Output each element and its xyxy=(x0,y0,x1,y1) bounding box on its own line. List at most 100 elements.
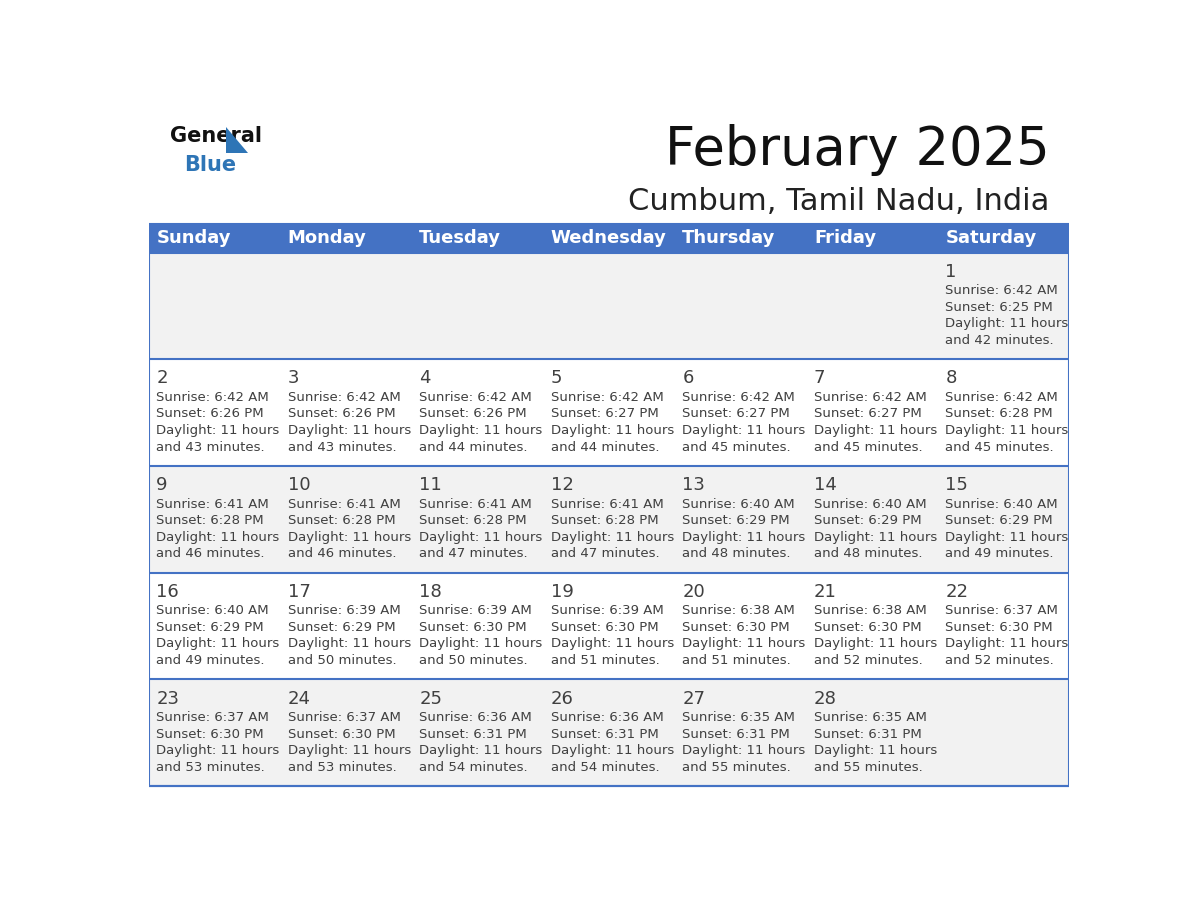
Text: Sunrise: 6:37 AM: Sunrise: 6:37 AM xyxy=(946,604,1059,617)
Text: Sunset: 6:31 PM: Sunset: 6:31 PM xyxy=(419,728,527,741)
Text: Sunrise: 6:37 AM: Sunrise: 6:37 AM xyxy=(287,711,400,724)
Text: Saturday: Saturday xyxy=(946,230,1037,247)
Bar xyxy=(148,224,1069,252)
Text: Sunset: 6:27 PM: Sunset: 6:27 PM xyxy=(682,408,790,420)
Text: Daylight: 11 hours: Daylight: 11 hours xyxy=(551,424,674,437)
Text: and 52 minutes.: and 52 minutes. xyxy=(814,654,923,667)
Text: General: General xyxy=(170,126,263,146)
Text: Sunset: 6:31 PM: Sunset: 6:31 PM xyxy=(551,728,658,741)
Text: Sunrise: 6:42 AM: Sunrise: 6:42 AM xyxy=(287,391,400,404)
Text: and 49 minutes.: and 49 minutes. xyxy=(157,654,265,667)
Text: 20: 20 xyxy=(682,583,706,600)
Text: Blue: Blue xyxy=(184,155,236,174)
Text: and 55 minutes.: and 55 minutes. xyxy=(682,761,791,774)
Text: 22: 22 xyxy=(946,583,968,600)
Text: Sunrise: 6:39 AM: Sunrise: 6:39 AM xyxy=(287,604,400,617)
Text: Sunrise: 6:42 AM: Sunrise: 6:42 AM xyxy=(946,391,1059,404)
Text: Sunset: 6:30 PM: Sunset: 6:30 PM xyxy=(157,728,264,741)
Text: and 46 minutes.: and 46 minutes. xyxy=(157,547,265,560)
Text: and 43 minutes.: and 43 minutes. xyxy=(287,441,397,453)
Text: 11: 11 xyxy=(419,476,442,494)
Text: and 43 minutes.: and 43 minutes. xyxy=(157,441,265,453)
Text: Sunrise: 6:36 AM: Sunrise: 6:36 AM xyxy=(551,711,664,724)
Text: Sunrise: 6:35 AM: Sunrise: 6:35 AM xyxy=(814,711,927,724)
Text: Sunset: 6:31 PM: Sunset: 6:31 PM xyxy=(814,728,922,741)
Text: Sunset: 6:30 PM: Sunset: 6:30 PM xyxy=(551,621,658,634)
Text: 4: 4 xyxy=(419,369,431,387)
Text: Sunday: Sunday xyxy=(157,230,230,247)
Text: Sunset: 6:26 PM: Sunset: 6:26 PM xyxy=(287,408,396,420)
Text: and 45 minutes.: and 45 minutes. xyxy=(814,441,923,453)
Bar xyxy=(148,359,1069,466)
Text: Sunrise: 6:42 AM: Sunrise: 6:42 AM xyxy=(946,285,1059,297)
Text: Sunrise: 6:40 AM: Sunrise: 6:40 AM xyxy=(814,498,927,510)
Text: and 45 minutes.: and 45 minutes. xyxy=(946,441,1054,453)
Bar xyxy=(148,252,1069,359)
Text: Daylight: 11 hours: Daylight: 11 hours xyxy=(419,637,543,651)
Text: 1: 1 xyxy=(946,263,956,281)
Text: 16: 16 xyxy=(157,583,179,600)
Text: Daylight: 11 hours: Daylight: 11 hours xyxy=(157,424,279,437)
Text: Sunset: 6:29 PM: Sunset: 6:29 PM xyxy=(814,514,922,527)
Text: and 46 minutes.: and 46 minutes. xyxy=(287,547,397,560)
Text: 9: 9 xyxy=(157,476,168,494)
Text: Sunrise: 6:39 AM: Sunrise: 6:39 AM xyxy=(419,604,532,617)
Text: 27: 27 xyxy=(682,689,706,708)
Text: 24: 24 xyxy=(287,689,311,708)
Text: and 54 minutes.: and 54 minutes. xyxy=(419,761,527,774)
Text: Wednesday: Wednesday xyxy=(551,230,666,247)
Text: Thursday: Thursday xyxy=(682,230,776,247)
Text: Sunset: 6:26 PM: Sunset: 6:26 PM xyxy=(419,408,527,420)
Text: 5: 5 xyxy=(551,369,562,387)
Text: Sunrise: 6:40 AM: Sunrise: 6:40 AM xyxy=(682,498,795,510)
Text: Sunset: 6:30 PM: Sunset: 6:30 PM xyxy=(814,621,922,634)
Text: Daylight: 11 hours: Daylight: 11 hours xyxy=(157,637,279,651)
Text: Daylight: 11 hours: Daylight: 11 hours xyxy=(946,637,1069,651)
Text: Sunrise: 6:37 AM: Sunrise: 6:37 AM xyxy=(157,711,270,724)
Text: Sunrise: 6:41 AM: Sunrise: 6:41 AM xyxy=(157,498,268,510)
Text: Daylight: 11 hours: Daylight: 11 hours xyxy=(551,637,674,651)
Text: and 45 minutes.: and 45 minutes. xyxy=(682,441,791,453)
Text: Sunset: 6:28 PM: Sunset: 6:28 PM xyxy=(157,514,264,527)
Text: Sunrise: 6:35 AM: Sunrise: 6:35 AM xyxy=(682,711,795,724)
Text: Daylight: 11 hours: Daylight: 11 hours xyxy=(287,637,411,651)
Text: 17: 17 xyxy=(287,583,310,600)
Text: and 48 minutes.: and 48 minutes. xyxy=(682,547,791,560)
Text: Friday: Friday xyxy=(814,230,876,247)
Text: 3: 3 xyxy=(287,369,299,387)
Text: 10: 10 xyxy=(287,476,310,494)
Text: Sunset: 6:30 PM: Sunset: 6:30 PM xyxy=(419,621,527,634)
Text: Daylight: 11 hours: Daylight: 11 hours xyxy=(157,531,279,543)
Text: Sunrise: 6:40 AM: Sunrise: 6:40 AM xyxy=(946,498,1059,510)
Text: Daylight: 11 hours: Daylight: 11 hours xyxy=(551,744,674,757)
Text: 21: 21 xyxy=(814,583,836,600)
Text: 18: 18 xyxy=(419,583,442,600)
Text: Sunrise: 6:40 AM: Sunrise: 6:40 AM xyxy=(157,604,268,617)
Text: 26: 26 xyxy=(551,689,574,708)
Text: Sunset: 6:26 PM: Sunset: 6:26 PM xyxy=(157,408,264,420)
Text: and 51 minutes.: and 51 minutes. xyxy=(551,654,659,667)
Text: 12: 12 xyxy=(551,476,574,494)
Text: Daylight: 11 hours: Daylight: 11 hours xyxy=(946,424,1069,437)
Text: Sunset: 6:25 PM: Sunset: 6:25 PM xyxy=(946,301,1054,314)
Text: 15: 15 xyxy=(946,476,968,494)
Text: Daylight: 11 hours: Daylight: 11 hours xyxy=(287,531,411,543)
Text: Daylight: 11 hours: Daylight: 11 hours xyxy=(551,531,674,543)
Text: 13: 13 xyxy=(682,476,706,494)
Text: Daylight: 11 hours: Daylight: 11 hours xyxy=(682,424,805,437)
Text: and 50 minutes.: and 50 minutes. xyxy=(287,654,397,667)
Text: Tuesday: Tuesday xyxy=(419,230,501,247)
Text: Daylight: 11 hours: Daylight: 11 hours xyxy=(814,744,937,757)
Bar xyxy=(148,224,1069,786)
Text: and 51 minutes.: and 51 minutes. xyxy=(682,654,791,667)
Text: Sunset: 6:29 PM: Sunset: 6:29 PM xyxy=(682,514,790,527)
Text: Cumbum, Tamil Nadu, India: Cumbum, Tamil Nadu, India xyxy=(628,187,1050,216)
Text: Sunrise: 6:39 AM: Sunrise: 6:39 AM xyxy=(551,604,664,617)
Text: Sunrise: 6:36 AM: Sunrise: 6:36 AM xyxy=(419,711,532,724)
Text: Daylight: 11 hours: Daylight: 11 hours xyxy=(287,424,411,437)
Text: Sunrise: 6:41 AM: Sunrise: 6:41 AM xyxy=(419,498,532,510)
Text: and 44 minutes.: and 44 minutes. xyxy=(551,441,659,453)
Text: 6: 6 xyxy=(682,369,694,387)
Text: and 53 minutes.: and 53 minutes. xyxy=(157,761,265,774)
Bar xyxy=(148,573,1069,679)
